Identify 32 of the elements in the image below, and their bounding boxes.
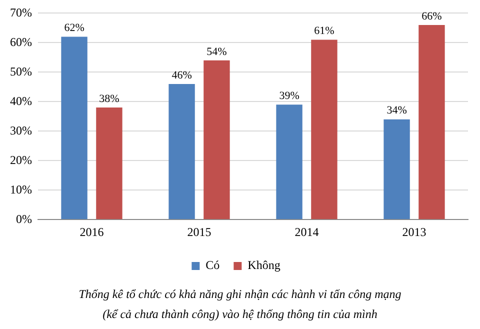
bar: [384, 119, 410, 220]
bar: [168, 84, 195, 220]
y-tick-label: 30%: [10, 123, 32, 138]
data-label: 38%: [99, 92, 120, 105]
legend-label: Không: [248, 258, 280, 272]
data-label: 62%: [64, 22, 84, 34]
y-tick-label: 50%: [10, 64, 32, 78]
data-label: 54%: [206, 46, 227, 58]
y-tick-label: 60%: [10, 34, 32, 49]
data-label: 39%: [279, 90, 300, 102]
bar: [96, 108, 122, 220]
x-tick-label: 2014: [294, 224, 319, 239]
bar: [204, 60, 230, 220]
y-tick-label: 70%: [10, 5, 32, 20]
bar: [61, 36, 88, 220]
data-label: 34%: [386, 104, 407, 117]
data-label: 46%: [172, 69, 192, 82]
data-label: 66%: [422, 10, 442, 22]
x-tick-label: 2013: [402, 224, 426, 239]
x-tick-label: 2016: [80, 224, 104, 239]
data-label: 61%: [314, 25, 334, 38]
legend-label: Có: [206, 258, 220, 272]
bar: [276, 104, 302, 220]
text: (kể cả chưa thành công) vào hệ thống thông tin của mình: [102, 306, 378, 323]
bar: [418, 24, 445, 220]
y-tick-label: 40%: [10, 94, 32, 108]
y-tick-label: 10%: [10, 182, 32, 196]
y-tick-label: 0%: [16, 212, 32, 226]
x-tick-label: 2015: [187, 224, 212, 239]
bar: [311, 40, 338, 220]
y-tick-label: 20%: [10, 152, 32, 167]
text: Thống kê tổ chức có khả năng ghi nhận các hành vi tấn công mạng: [78, 286, 402, 303]
